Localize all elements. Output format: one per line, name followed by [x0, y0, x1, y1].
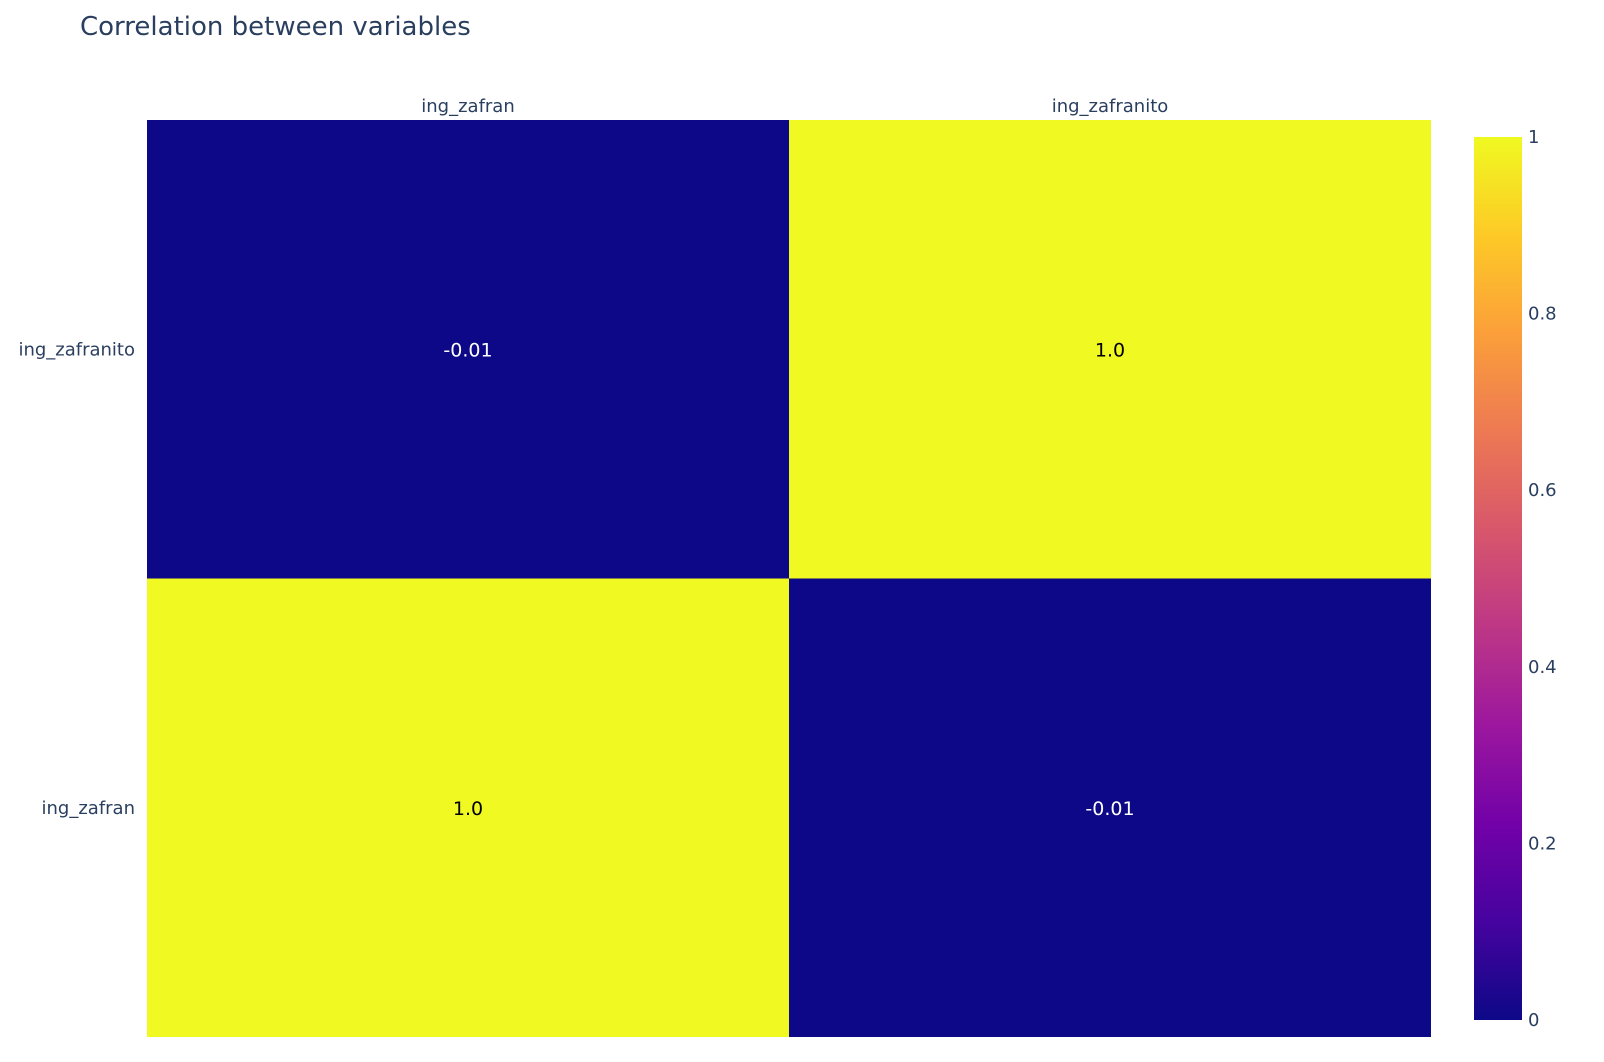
colorbar-gradient	[1474, 137, 1522, 1020]
colorbar-tick-label: 0.6	[1528, 480, 1557, 501]
cell-value-label: 1.0	[1095, 339, 1125, 361]
colorbar-tick-label: 1	[1528, 127, 1539, 148]
heatmap-cell-labels: -0.01 1.0 1.0 -0.01	[443, 339, 1134, 820]
x-tick-label: ing_zafran	[421, 96, 515, 117]
chart-title: Correlation between variables	[80, 12, 471, 42]
y-tick-label: ing_zafran	[42, 798, 136, 819]
x-axis-ticks: ing_zafran ing_zafranito	[421, 96, 1168, 117]
colorbar-tick-label: 0.4	[1528, 657, 1557, 678]
y-tick-label: ing_zafranito	[18, 339, 135, 360]
colorbar-tick-label: 0	[1528, 1010, 1539, 1031]
x-tick-label: ing_zafranito	[1052, 96, 1169, 117]
y-axis-ticks: ing_zafranito ing_zafran	[18, 339, 135, 819]
cell-value-label: -0.01	[443, 339, 492, 361]
heatmap-cell	[147, 578, 789, 1037]
colorbar-tick-label: 0.8	[1528, 304, 1557, 325]
cell-value-label: 1.0	[453, 798, 483, 820]
heatmap-cell	[789, 120, 1431, 579]
heatmap-cell	[147, 120, 789, 579]
cell-value-label: -0.01	[1085, 798, 1134, 820]
heatmap-cells	[147, 120, 1431, 1037]
colorbar-tick-label: 0.2	[1528, 833, 1557, 854]
colorbar: 0 0.2 0.4 0.6 0.8 1	[1474, 127, 1557, 1031]
heatmap-cell	[789, 578, 1431, 1037]
